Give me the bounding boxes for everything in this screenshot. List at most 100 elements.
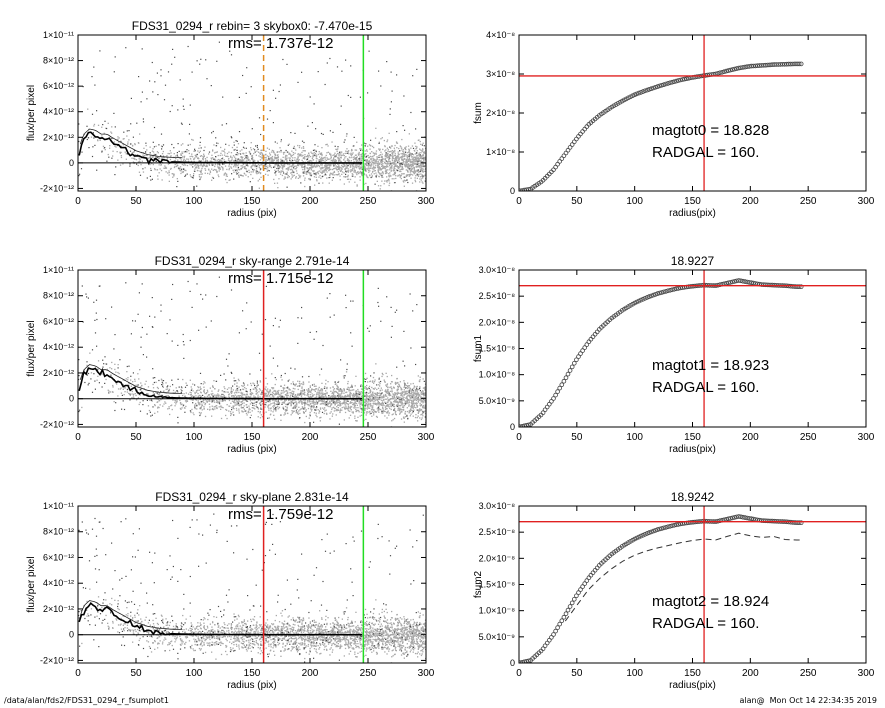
curve-point xyxy=(750,63,756,69)
outlier-point xyxy=(120,140,122,142)
scatter-point xyxy=(309,386,311,388)
scatter-point xyxy=(201,404,204,407)
scatter-point xyxy=(118,141,120,143)
scatter-point xyxy=(410,170,412,172)
scatter-point xyxy=(236,401,239,403)
scatter-point xyxy=(93,125,95,127)
scatter-point xyxy=(297,153,299,155)
scatter-point xyxy=(383,158,385,160)
scatter-point xyxy=(233,408,235,410)
scatter-point xyxy=(388,163,390,165)
outlier-point xyxy=(256,170,258,172)
scatter-point xyxy=(107,153,109,156)
scatter-point xyxy=(386,411,388,413)
outlier-point xyxy=(178,150,180,152)
scatter-point xyxy=(360,158,362,160)
scatter-point xyxy=(153,153,155,155)
outlier-point xyxy=(186,149,188,151)
scatter-point xyxy=(351,394,353,396)
outlier-point xyxy=(200,147,202,149)
scatter-point xyxy=(251,155,253,157)
scatter-point xyxy=(267,174,269,176)
scatter-point xyxy=(295,165,297,167)
outlier-point xyxy=(216,142,218,144)
scatter-point xyxy=(359,176,361,178)
scatter-point xyxy=(261,154,263,156)
scatter-point xyxy=(144,154,146,157)
scatter-point xyxy=(354,402,356,404)
scatter-point xyxy=(315,403,317,405)
outlier-point xyxy=(353,145,355,147)
scatter-point xyxy=(93,123,96,126)
scatter-point xyxy=(423,397,425,399)
scatter-point xyxy=(393,409,396,412)
scatter-point xyxy=(366,377,368,379)
scatter-point xyxy=(284,176,286,178)
scatter-point xyxy=(403,181,405,183)
outlier-point xyxy=(87,137,90,139)
outlier-point xyxy=(162,144,165,146)
outlier-point xyxy=(106,127,108,130)
scatter-point xyxy=(303,150,305,152)
scatter-point xyxy=(200,392,202,394)
scatter-point xyxy=(381,164,384,166)
scatter-point xyxy=(299,409,301,411)
scatter-point xyxy=(413,169,415,171)
scatter-point xyxy=(316,406,318,409)
scatter-point xyxy=(167,391,169,393)
scatter-point xyxy=(206,165,208,168)
scatter-point xyxy=(311,408,313,410)
scatter-point xyxy=(301,165,303,167)
scatter-point xyxy=(396,147,398,149)
outlier-point xyxy=(181,123,183,125)
scatter-point xyxy=(419,176,422,178)
scatter-point xyxy=(403,161,405,163)
scatter-point xyxy=(343,176,345,178)
outlier-point xyxy=(211,164,213,166)
scatter-point xyxy=(328,167,330,169)
scatter-point xyxy=(420,165,422,167)
scatter-point xyxy=(320,152,323,154)
scatter-point xyxy=(304,163,306,165)
scatter-point xyxy=(336,150,338,152)
scatter-point xyxy=(307,161,309,163)
scatter-point xyxy=(294,159,296,161)
scatter-point xyxy=(299,153,301,155)
scatter-point xyxy=(349,169,352,171)
outlier-point xyxy=(419,154,421,156)
scatter-point xyxy=(374,170,376,172)
scatter-point xyxy=(242,394,244,396)
scatter-point xyxy=(298,146,301,149)
scatter-point xyxy=(132,161,135,163)
scatter-point xyxy=(221,154,223,156)
scatter-point xyxy=(261,157,263,159)
scatter-point xyxy=(340,151,343,153)
scatter-point xyxy=(204,169,207,171)
scatter-point xyxy=(260,149,262,151)
scatter-point xyxy=(205,159,207,161)
scatter-point xyxy=(138,171,141,173)
scatter-point xyxy=(345,165,347,167)
scatter-point xyxy=(347,171,349,173)
scatter-point xyxy=(238,169,241,171)
scatter-point xyxy=(412,395,414,397)
scatter-point xyxy=(238,152,240,155)
scatter-point xyxy=(322,407,324,409)
scatter-point xyxy=(385,166,387,169)
curve-point xyxy=(651,85,656,91)
scatter-point xyxy=(393,408,395,411)
scatter-point xyxy=(287,386,289,388)
scatter-point xyxy=(233,159,235,162)
scatter-point xyxy=(335,390,337,393)
scatter-point xyxy=(260,401,262,403)
scatter-point xyxy=(319,167,322,169)
scatter-point xyxy=(386,375,388,378)
scatter-point xyxy=(180,172,182,175)
scatter-point xyxy=(313,164,315,166)
scatter-point xyxy=(247,384,249,386)
scatter-point xyxy=(177,159,179,161)
curve-point xyxy=(638,90,644,95)
outlier-point xyxy=(399,150,401,152)
scatter-point xyxy=(190,399,192,401)
scatter-point xyxy=(277,159,279,161)
